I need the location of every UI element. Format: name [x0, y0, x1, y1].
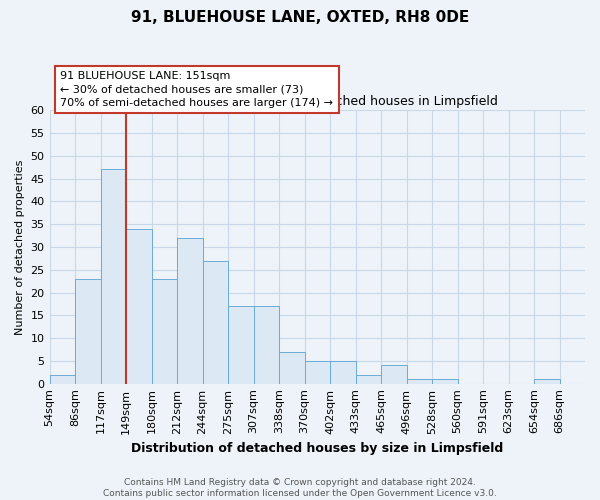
- Bar: [50, 374, 75, 384]
- Bar: [279, 352, 305, 384]
- Y-axis label: Number of detached properties: Number of detached properties: [15, 160, 25, 334]
- Text: 91 BLUEHOUSE LANE: 151sqm
← 30% of detached houses are smaller (73)
70% of semi-: 91 BLUEHOUSE LANE: 151sqm ← 30% of detac…: [60, 71, 333, 108]
- Text: Contains HM Land Registry data © Crown copyright and database right 2024.
Contai: Contains HM Land Registry data © Crown c…: [103, 478, 497, 498]
- Text: 91, BLUEHOUSE LANE, OXTED, RH8 0DE: 91, BLUEHOUSE LANE, OXTED, RH8 0DE: [131, 10, 469, 25]
- Bar: [126, 228, 152, 384]
- Title: Size of property relative to detached houses in Limpsfield: Size of property relative to detached ho…: [136, 94, 498, 108]
- Bar: [356, 374, 381, 384]
- Bar: [228, 306, 254, 384]
- Bar: [330, 361, 356, 384]
- Bar: [254, 306, 279, 384]
- Bar: [534, 379, 560, 384]
- X-axis label: Distribution of detached houses by size in Limpsfield: Distribution of detached houses by size …: [131, 442, 503, 455]
- Bar: [75, 279, 101, 384]
- Bar: [381, 366, 407, 384]
- Bar: [177, 238, 203, 384]
- Bar: [152, 279, 177, 384]
- Bar: [203, 260, 228, 384]
- Bar: [407, 379, 432, 384]
- Bar: [305, 361, 330, 384]
- Bar: [432, 379, 458, 384]
- Bar: [101, 170, 126, 384]
